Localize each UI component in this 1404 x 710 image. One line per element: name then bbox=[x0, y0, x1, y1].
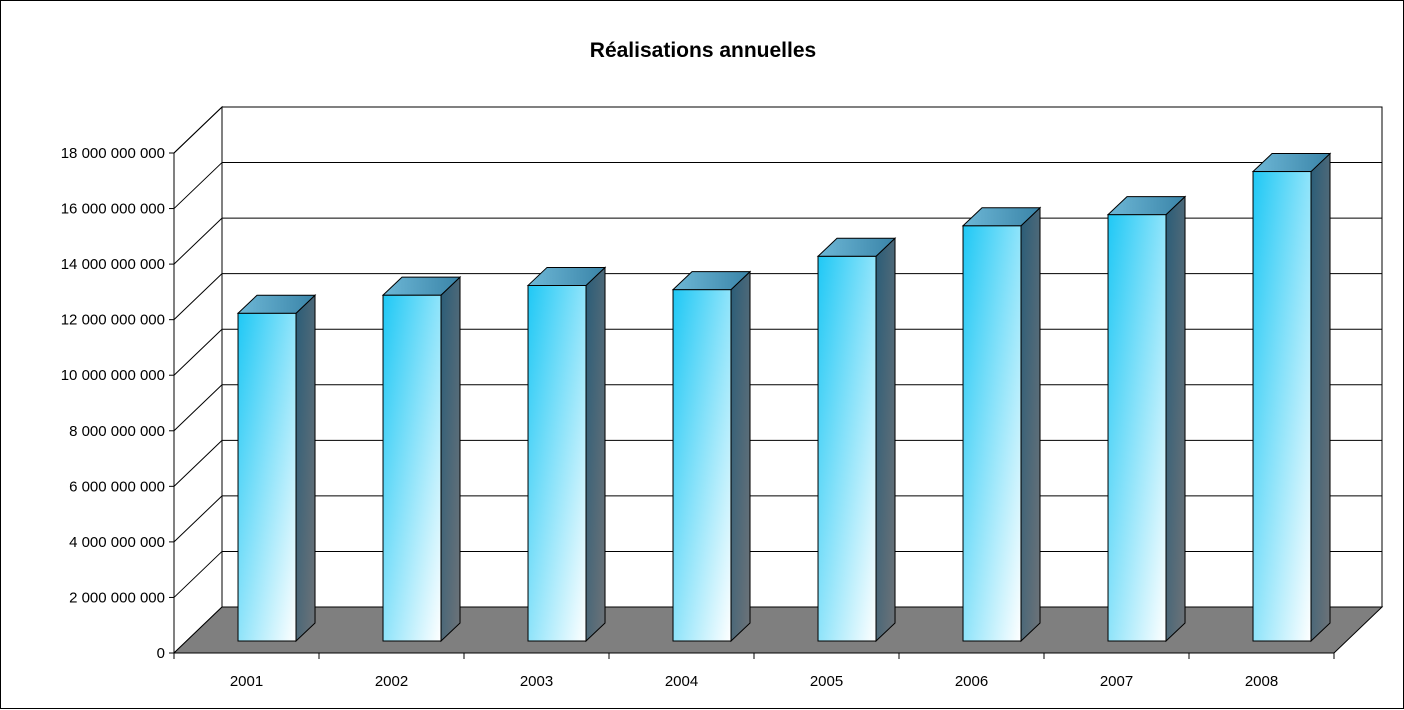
bar-top bbox=[816, 237, 897, 257]
x-tick-label: 2006 bbox=[955, 673, 988, 690]
gridline-side bbox=[173, 217, 223, 265]
gridline-side bbox=[173, 551, 223, 598]
y-tick-label: 8 000 000 000 bbox=[69, 423, 165, 440]
bar-top bbox=[381, 276, 462, 296]
gridline-side bbox=[173, 495, 223, 543]
bar bbox=[1106, 195, 1187, 643]
gridline-side bbox=[173, 162, 223, 209]
chart-bars bbox=[236, 152, 1332, 643]
bar-side bbox=[440, 276, 461, 643]
bar-side bbox=[1020, 206, 1041, 643]
bar-top bbox=[671, 271, 752, 291]
gridline-side bbox=[173, 106, 223, 154]
bar-top bbox=[1251, 153, 1332, 173]
y-tick-label: 2 000 000 000 bbox=[69, 589, 165, 606]
gridline-side bbox=[173, 439, 223, 487]
bar-top bbox=[1106, 196, 1187, 216]
bar-top bbox=[236, 294, 317, 314]
bar-front bbox=[672, 289, 732, 642]
bar-top bbox=[526, 266, 607, 286]
x-tick-label: 2001 bbox=[230, 673, 263, 690]
chart-walls bbox=[173, 105, 1383, 655]
y-tick-label: 16 000 000 000 bbox=[61, 201, 165, 218]
chart-title: Réalisations annuelles bbox=[589, 39, 817, 62]
bar-front bbox=[1107, 214, 1167, 642]
y-tick-label: 10 000 000 000 bbox=[61, 367, 165, 384]
bar-top bbox=[961, 207, 1042, 227]
x-tick-label: 2005 bbox=[810, 673, 843, 690]
y-tick-label: 0 bbox=[157, 645, 165, 662]
y-tick-label: 12 000 000 000 bbox=[61, 312, 165, 329]
gridline-side bbox=[173, 384, 223, 432]
chart-labels: 0 2 000 000 000 4 000 000 000 6 000 000 000… bbox=[61, 145, 1278, 690]
bar bbox=[381, 276, 462, 643]
bar bbox=[816, 237, 897, 643]
chart-axes bbox=[169, 152, 1335, 659]
floor bbox=[172, 606, 1384, 654]
bar-front bbox=[237, 312, 297, 642]
x-tick-label: 2003 bbox=[520, 673, 553, 690]
bar-side bbox=[1165, 195, 1186, 643]
bar bbox=[671, 270, 752, 643]
bar-side bbox=[1310, 152, 1331, 643]
bar-side bbox=[875, 237, 896, 643]
bar bbox=[526, 266, 607, 643]
x-tick-label: 2004 bbox=[665, 673, 698, 690]
bar-side bbox=[295, 294, 316, 643]
chart-floor bbox=[172, 606, 1384, 654]
bar-front bbox=[962, 225, 1022, 642]
y-tick-label: 14 000 000 000 bbox=[61, 256, 165, 273]
bar-front bbox=[817, 255, 877, 642]
gridline-side bbox=[173, 328, 223, 376]
x-tick-label: 2002 bbox=[375, 673, 408, 690]
bar bbox=[1251, 152, 1332, 643]
gridline-side bbox=[173, 273, 223, 321]
y-tick-label: 18 000 000 000 bbox=[61, 145, 165, 162]
bar-front bbox=[1252, 171, 1312, 642]
bar-side bbox=[730, 270, 751, 643]
bar bbox=[236, 294, 317, 643]
bar-front bbox=[527, 284, 587, 642]
y-tick-label: 6 000 000 000 bbox=[69, 478, 165, 495]
bar bbox=[961, 206, 1042, 643]
x-tick-label: 2008 bbox=[1245, 673, 1278, 690]
side-wall bbox=[173, 105, 223, 655]
bar-side bbox=[585, 266, 606, 643]
bar-front bbox=[382, 294, 442, 642]
y-tick-label: 4 000 000 000 bbox=[69, 534, 165, 551]
x-tick-label: 2007 bbox=[1100, 673, 1133, 690]
